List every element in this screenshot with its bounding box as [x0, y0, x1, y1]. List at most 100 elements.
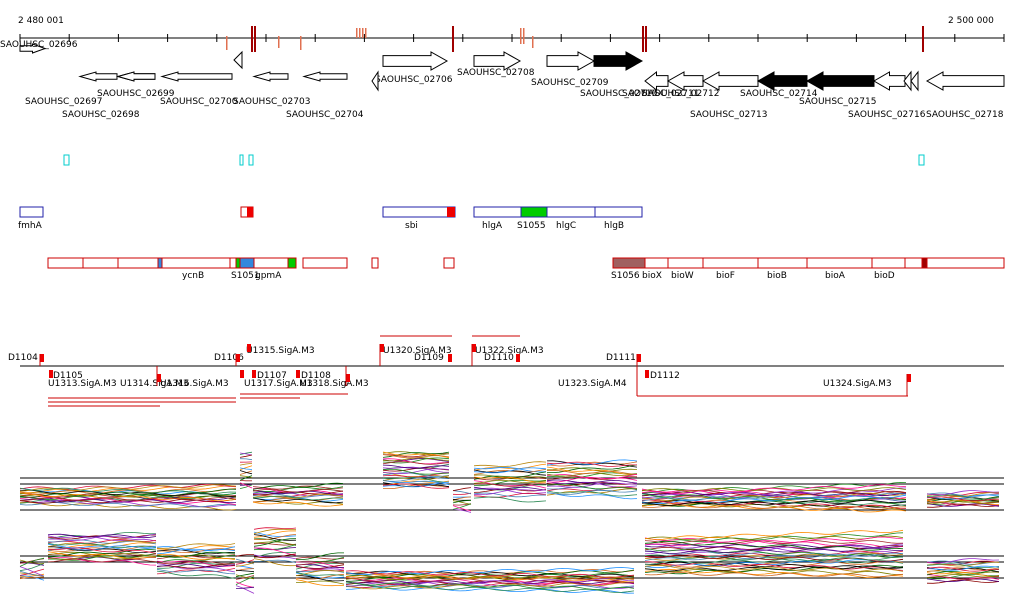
small-gene-arrow: [903, 70, 912, 92]
expression-line: [239, 475, 253, 478]
expression-line: [235, 585, 255, 594]
gene[interactable]: SAOUHSC_02696: [0, 40, 78, 54]
expression-line: [47, 558, 157, 563]
expression-line: [47, 533, 157, 541]
expression-line: [382, 471, 450, 478]
annotation-mark: [520, 28, 522, 44]
expression-line: [926, 558, 1000, 564]
expression-line: [345, 570, 635, 578]
expression-line: [641, 492, 907, 502]
expression-line: [473, 467, 547, 474]
expression-line: [473, 496, 547, 503]
red-feature-box: [302, 257, 348, 269]
expression-line: [382, 468, 450, 475]
blue-feature[interactable]: fmhA: [18, 206, 44, 231]
expression-line: [382, 457, 450, 464]
annotation-mark: [642, 26, 644, 52]
expression-line: [452, 496, 472, 501]
red-feature-box: [47, 257, 84, 269]
promoter-mark: [907, 374, 911, 382]
blue-feature[interactable]: hlgC: [546, 206, 596, 231]
promoter-label: U1315.SigA.M3: [246, 346, 315, 356]
feature-box: [520, 206, 548, 218]
gene[interactable]: SAOUHSC_02713: [690, 71, 767, 120]
gene[interactable]: SAOUHSC_02718: [925, 71, 1005, 120]
expression-line: [644, 558, 904, 568]
gene-label: SAOUHSC_02710: [580, 89, 658, 99]
expression-line: [239, 470, 253, 475]
expression-line: [253, 542, 297, 546]
promoter-label: U1314.SigA.M3: [120, 379, 189, 389]
gene[interactable]: SAOUHSC_02708: [457, 51, 535, 78]
expression-line: [295, 561, 345, 569]
gene[interactable]: SAOUHSC_02714: [740, 71, 818, 99]
promoter-mark: [448, 354, 452, 362]
gene[interactable]: SAOUHSC_02697: [25, 71, 118, 107]
expression-line: [382, 466, 450, 473]
expression-line: [382, 479, 450, 485]
gene-arrow: [666, 71, 704, 91]
promoter-mark: [252, 370, 256, 378]
gene-label: SAOUHSC_02706: [375, 75, 453, 85]
promoter-label: D1104: [8, 353, 38, 363]
gene[interactable]: SAOUHSC_02699: [97, 71, 175, 99]
expression-line: [473, 488, 547, 493]
expression-line: [239, 454, 253, 458]
promoter-label: D1108: [301, 371, 331, 381]
expression-line: [644, 554, 904, 564]
gene[interactable]: SAOUHSC_02709: [531, 51, 609, 88]
blue-feature[interactable]: hlgB: [594, 206, 643, 231]
expression-line: [252, 488, 344, 493]
red-feature-box: [117, 257, 159, 269]
expression-line: [19, 563, 45, 572]
blue-feature[interactable]: sbi: [382, 206, 456, 231]
gene[interactable]: SAOUHSC_02704: [286, 71, 364, 120]
gene-label: SAOUHSC_02713: [690, 110, 767, 120]
expression-line: [253, 528, 297, 535]
gene[interactable]: SAOUHSC_02706: [375, 51, 453, 85]
expression-profile-track: [19, 451, 1004, 594]
expression-line: [546, 461, 637, 467]
gene-label: SAOUHSC_02715: [799, 97, 876, 107]
blue-feature[interactable]: hlgA: [473, 206, 522, 231]
expression-line: [926, 563, 1000, 569]
expression-line: [295, 556, 345, 563]
promoter-mark: [472, 344, 476, 352]
promoter-label: U1322.SigA.M3: [475, 346, 544, 356]
gene[interactable]: SAOUHSC_02700: [160, 71, 238, 107]
expression-line: [926, 565, 1000, 571]
gene[interactable]: SAOUHSC_02711: [622, 70, 699, 99]
red-feature-label: bioW: [671, 271, 694, 281]
ruler-marks: [226, 26, 924, 52]
blue-feature[interactable]: S1055: [517, 206, 548, 231]
expression-line: [473, 483, 547, 487]
expression-line: [926, 501, 1000, 506]
expression-line: [47, 535, 157, 542]
gene[interactable]: SAOUHSC_02712: [642, 71, 719, 99]
annotation-mark: [523, 28, 525, 44]
cyan-marker-track: [63, 154, 925, 166]
expression-line: [235, 586, 255, 589]
ruler-start-label: 2 480 001: [18, 16, 64, 26]
expression-line: [156, 554, 236, 560]
expression-line: [452, 505, 472, 512]
expression-line: [926, 494, 1000, 500]
gene[interactable]: SAOUHSC_02703: [233, 71, 310, 107]
annotation-mark: [254, 26, 256, 52]
expression-line: [382, 483, 450, 489]
gene[interactable]: SAOUHSC_02715: [799, 71, 876, 107]
promoter-label: U1318.SigA.M3: [300, 379, 369, 389]
expression-line: [252, 497, 344, 504]
red-feature-label: bioD: [874, 271, 895, 281]
gene-arrow: [78, 71, 118, 82]
expression-line: [452, 509, 472, 513]
expression-line: [156, 568, 236, 575]
expression-line: [641, 491, 907, 497]
expression-line: [235, 559, 255, 565]
expression-line: [156, 563, 236, 568]
expression-line: [345, 584, 635, 593]
gene[interactable]: SAOUHSC_02710: [580, 51, 658, 99]
promoter-label: D1105: [53, 371, 83, 381]
gene[interactable]: SAOUHSC_02716: [848, 71, 926, 120]
red-feature-label: S1056: [611, 271, 640, 281]
